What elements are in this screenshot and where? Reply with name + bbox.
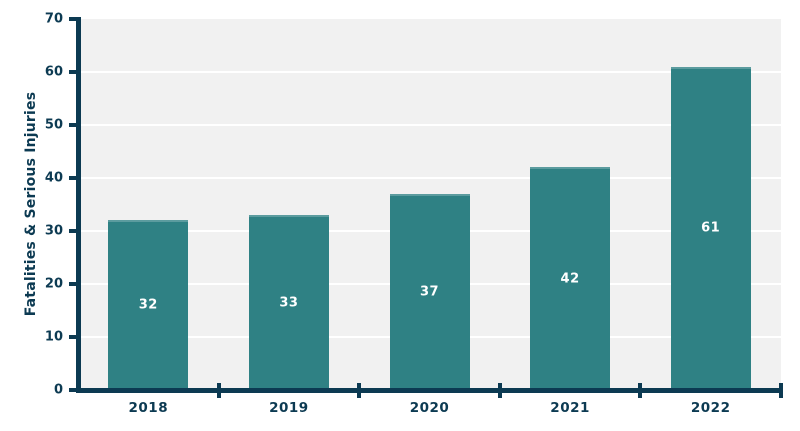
x-axis-label-2020: 2020 <box>409 400 450 416</box>
y-axis-tick-20 <box>69 282 78 286</box>
y-axis-tick-70 <box>69 17 78 21</box>
gridline-60 <box>78 71 781 73</box>
gridline-40 <box>78 177 781 179</box>
y-axis-tick-10 <box>69 335 78 339</box>
x-axis-tick-5 <box>779 383 783 398</box>
bar-2019 <box>248 215 329 390</box>
y-axis-tick-50 <box>69 123 78 127</box>
x-axis-label-2021: 2021 <box>550 400 590 416</box>
y-axis-tick-30 <box>69 229 78 233</box>
bar-value-label-2018: 32 <box>138 297 158 313</box>
y-axis-tick-label-40: 40 <box>44 170 63 186</box>
y-axis-tick-label-10: 10 <box>44 329 63 345</box>
y-axis-tick-40 <box>69 176 78 180</box>
gridline-50 <box>78 124 781 126</box>
x-axis-tick-3 <box>497 383 502 398</box>
y-axis-tick-60 <box>69 70 78 74</box>
y-axis-tick-label-20: 20 <box>44 276 63 292</box>
x-axis-tick-4 <box>638 383 643 398</box>
bar-2022 <box>670 66 751 390</box>
y-axis-tick-label-70: 70 <box>44 11 63 27</box>
bar-value-label-2019: 33 <box>279 295 299 311</box>
bar-2020 <box>389 193 470 390</box>
y-axis-tick-label-50: 50 <box>44 117 63 133</box>
x-axis-tick-1 <box>216 383 221 398</box>
x-axis-tick-2 <box>357 383 362 398</box>
y-axis-tick-0 <box>69 388 78 392</box>
y-axis-tick-label-60: 60 <box>44 64 63 80</box>
y-axis-line <box>76 17 81 393</box>
bar-value-label-2020: 37 <box>419 284 440 300</box>
x-axis-label-2019: 2019 <box>269 400 309 416</box>
x-axis-label-2018: 2018 <box>128 400 169 416</box>
bar-2021 <box>530 167 611 390</box>
y-axis-tick-label-0: 0 <box>53 382 63 398</box>
plot-area: 32 33 37 42 61 <box>78 19 781 390</box>
bar-value-label-2022: 61 <box>701 220 721 236</box>
x-axis-line <box>76 388 783 393</box>
x-axis-label-2022: 2022 <box>690 400 731 416</box>
y-axis-tick-label-30: 30 <box>44 223 63 239</box>
bar-2018 <box>108 220 189 390</box>
bar-value-label-2021: 42 <box>560 271 580 287</box>
